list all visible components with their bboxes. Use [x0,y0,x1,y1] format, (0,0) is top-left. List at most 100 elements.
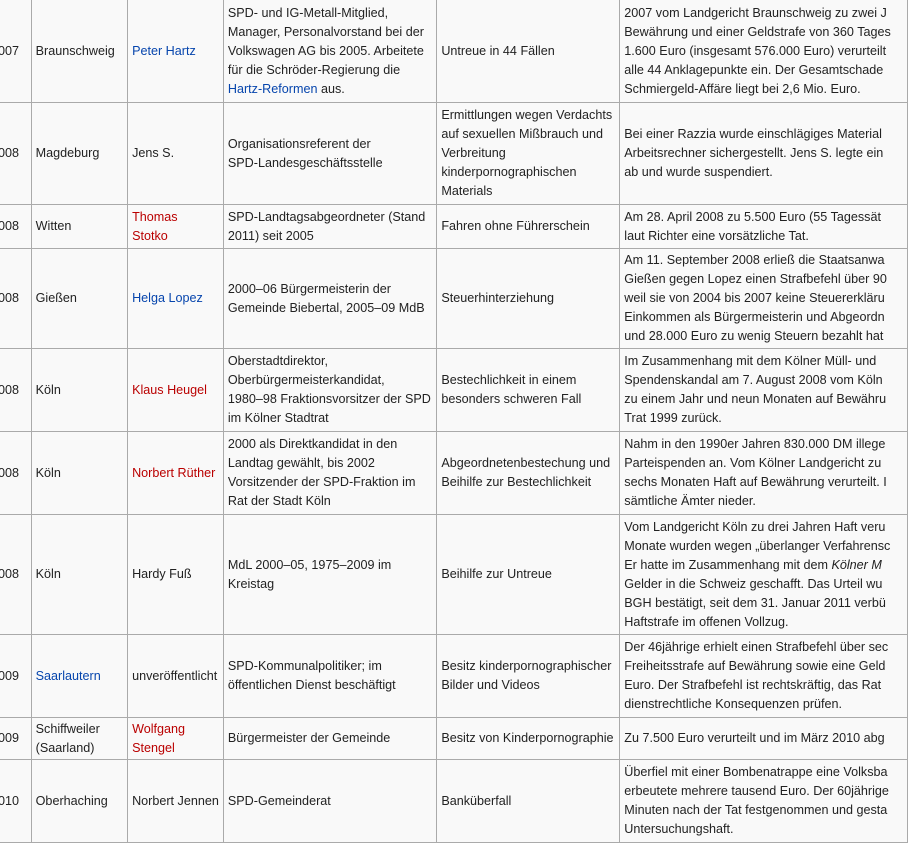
verdict-text: Trat 1999 zurück. [624,411,722,425]
cell-role: SPD-Gemeinderat [222,759,438,843]
cell-city: Gießen [30,248,129,349]
verdict-text: Euro. Der Strafbefehl ist rechtskräftig,… [624,678,882,692]
verdict-text: Bei einer Razzia wurde einschlägiges Mat… [624,127,882,141]
cell-year: 2008 [0,204,32,249]
offense-text: besonders schweren Fall [441,392,582,406]
cell-verdict: Der 46jährige erhielt einen Strafbefehl … [619,634,908,718]
offense-text: Fahren ohne Führerschein [441,219,590,233]
role-text: Rat der Stadt Köln [227,494,331,508]
city-text: Magdeburg [35,146,100,160]
cell-city: Braunschweig [30,0,129,103]
name-link[interactable]: Thomas [132,209,178,224]
offense-text: Besitz von Kinderpornographie [441,731,614,745]
verdict-text: Monate wurden wegen „überlanger Verfahre… [624,538,891,553]
cell-year: 2008 [0,348,32,432]
year-text: 2007 [0,43,20,58]
offense-text: Bestechlichkeit in einem [441,373,577,387]
verdict-text: laut Richter eine vorsätzliche Tat. [624,228,809,243]
table-row: 2008 Magdeburg Jens S. Organisationsreferen… [0,102,908,205]
role-link[interactable]: Hartz-Reformen [227,81,318,96]
cell-year: 2007 [0,0,32,103]
name-link[interactable]: Wolfgang [132,721,186,736]
role-text: 2000–06 Bürgermeisterin der [227,281,391,296]
offense-text: Ermittlungen wegen Verdachts [441,108,613,122]
role-text: öffentlichen Dienst beschäftigt [227,678,396,692]
verdict-text: Gießen gegen Lopez einen Strafbefehl übe… [624,272,887,286]
verdict-text: 2007 vom Landgericht Braunschweig zu zwe… [624,5,887,20]
role-text: SPD-Landtagsabgeordneter (Stand [227,209,426,224]
cell-city: Köln [30,348,129,432]
cell-name: Peter Hartz [127,0,224,103]
cell-offense: Steuerhinterziehung [436,248,621,349]
verdict-text: Untersuchungshaft. [624,822,734,836]
verdict-text: Haftstrafe im offenen Vollzug. [624,614,789,629]
role-text: Oberbürgermeisterkandidat, [227,373,385,387]
city-link[interactable]: Saarlautern [35,668,101,683]
name-link[interactable]: Stotko [132,228,168,243]
verdict-text: 1.600 Euro (insgesamt 576.000 Euro) veru… [624,43,887,58]
role-text: im Kölner Stadtrat [227,411,329,425]
cell-name: Klaus Heugel [127,348,224,432]
city-text: Oberhaching [35,793,108,808]
verdict-text: ab und wurde suspendiert. [624,165,773,179]
verdict-text: Am 11. September 2008 erließ die Staatsa… [624,253,885,267]
verdict-text: Überfiel mit einer Bombenatrappe eine Vo… [624,765,888,779]
role-text: Volkswagen AG bis 2005. Arbeitete [227,43,424,58]
role-text: für die Schröder-Regierung die [227,62,401,77]
name-link[interactable]: Peter Hartz [132,43,196,58]
cell-offense: Untreue in 44 Fällen [436,0,621,103]
cell-name: Helga Lopez [127,248,224,349]
verdict-text: Am 28. April 2008 zu 5.500 Euro (55 Tage… [624,209,881,224]
offense-text: Bilder und Videos [441,678,540,692]
role-text: Landtag gewählt, bis 2002 [227,456,375,470]
cell-verdict: Nahm in den 1990er Jahren 830.000 DM ill… [619,431,908,515]
verdict-text: erbeutete mehrere tausend Euro. Der 60jä… [624,784,889,798]
verdict-text: BGH bestätigt, seit dem 31. Januar 2011 … [624,595,886,610]
offense-text: Abgeordnetenbestechung und [441,456,611,470]
name-link[interactable]: Klaus Heugel [132,382,207,397]
verdict-text: alle 44 Anklagepunkte ein. Der Gesamtsch… [624,62,884,77]
verdict-text: Minuten nach der Tat festgenommen und ge… [624,803,888,817]
verdict-text: zu einem Jahr und neun Monaten auf Bewäh… [624,392,887,406]
city-text: Witten [35,219,72,233]
cell-role: Bürgermeister der Gemeinde [222,717,438,760]
cell-role: 2000 als Direktkandidat in den Landtag ge… [222,431,438,515]
offense-text: Banküberfall [441,793,512,808]
verdict-text: Vom Landgericht Köln zu drei Jahren Haft… [624,519,886,534]
offense-text: Besitz kinderpornographischer [441,659,612,673]
cell-name: Norbert Rüther [127,431,224,515]
role-text: Kreistag [227,576,275,591]
table-row: 2007 Braunschweig Peter Hartz SPD- und IG-M… [0,0,908,103]
year-text: 2008 [0,291,20,305]
name-link[interactable]: Stengel [132,740,175,755]
verdict-text: weil sie von 2004 bis 2007 keine Steuere… [624,291,885,305]
role-text: SPD-Gemeinderat [227,793,331,808]
cell-verdict: Zu 7.500 Euro verurteilt und im März 201… [619,717,908,760]
verdict-text: sämtliche Ämter nieder. [624,494,756,508]
cell-city: Köln [30,431,129,515]
table-row: 2008KölnKlaus Heugel Oberstadtdirektor,Ob… [0,348,908,432]
verdict-text: Im Zusammenhang mit dem Kölner Müll- und [624,354,877,368]
cell-role: Oberstadtdirektor, Oberbürgermeisterkandi… [222,348,438,432]
year-text: 2008 [0,567,20,581]
cell-verdict: Überfiel mit einer Bombenatrappe eine Vo… [619,759,908,843]
city-text: (Saarland) [35,740,95,755]
cell-role: SPD- und IG-Metall-Mitglied, Manager, Per… [222,0,438,103]
role-text: Bürgermeister der Gemeinde [227,731,391,745]
offense-text: auf sexuellen Mißbrauch und [441,127,604,141]
offense-text: Materials [441,184,493,198]
name-link[interactable]: Helga Lopez [132,291,203,305]
cell-city: Köln [30,514,129,635]
cell-offense: Abgeordnetenbestechung und Beihilfe zur B… [436,431,621,515]
cell-verdict: Bei einer Razzia wurde einschlägiges Mat… [619,102,908,205]
city-text: Braunschweig [35,43,115,58]
cell-offense: Fahren ohne Führerschein [436,204,621,249]
role-text: SPD-Kommunalpolitiker; im [227,659,382,673]
role-text: aus. [317,81,345,96]
cell-offense: Beihilfe zur Untreue [436,514,621,635]
verdict-text: Arbeitsrechner sichergestellt. Jens S. l… [624,146,884,160]
offense-text: Beihilfe zur Untreue [441,567,552,581]
name-link[interactable]: Norbert Rüther [132,465,216,480]
offense-text: Verbreitung [441,146,506,160]
table-row: 2008 Gießen Helga Lopez 2000–06 Bürgermeist… [0,248,908,349]
